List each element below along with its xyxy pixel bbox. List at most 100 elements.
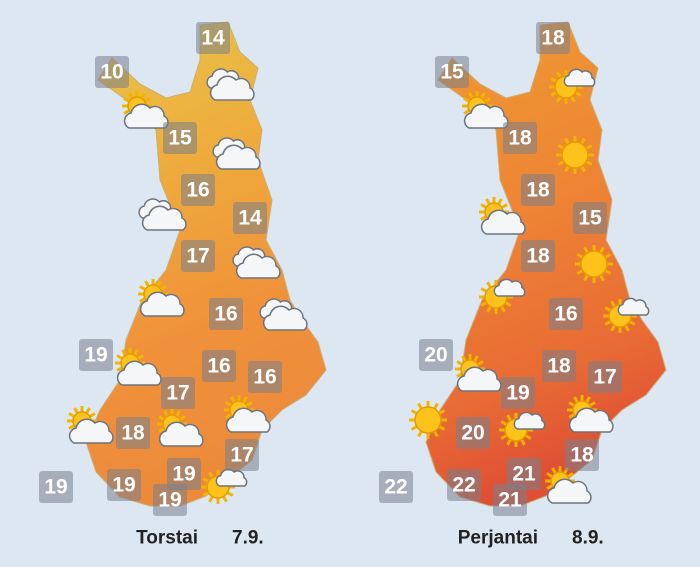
day-name: Perjantai: [458, 528, 538, 549]
sun-ray: [417, 430, 423, 438]
sun-ray: [589, 401, 596, 407]
weather-icon: [122, 91, 169, 129]
temperature-box: [536, 22, 570, 54]
sun-ray: [477, 360, 484, 366]
cloud: [568, 407, 614, 433]
temperature-box: [588, 361, 622, 393]
sun-ray: [497, 198, 503, 205]
sun-ray: [500, 420, 508, 426]
sun-ray: [144, 280, 150, 287]
sun-ray: [85, 407, 91, 414]
sun-ray: [230, 396, 236, 403]
temperature: 18: [547, 355, 571, 378]
sun-ray: [500, 434, 508, 440]
sun-ray: [438, 425, 446, 431]
weather-icon: [409, 401, 447, 439]
sun-ray: [202, 491, 210, 497]
temperature: 14: [201, 27, 225, 50]
sun-ray: [438, 409, 446, 415]
sun-ray: [524, 434, 532, 440]
sun-ray: [585, 396, 591, 403]
sun-ray: [583, 246, 589, 254]
sun-ray: [610, 324, 616, 332]
map: 14 10 15 16 14 17 16 19 16 16 17 18 17 19 19 19 19 Torsta…: [39, 21, 327, 549]
sun-ray: [433, 402, 439, 410]
sun-ray: [480, 215, 487, 221]
sun-ray: [568, 413, 575, 419]
sun-ray: [68, 424, 75, 430]
temperature-box: [116, 417, 150, 449]
sun-ray: [144, 97, 151, 103]
sun-ray: [583, 274, 589, 282]
sun-ray: [573, 396, 579, 403]
sun-ray: [610, 300, 616, 308]
weather-icon: [157, 409, 204, 447]
temperature: 20: [424, 344, 447, 367]
sun-ray: [242, 396, 248, 403]
cloud: [463, 103, 509, 129]
temperature: 17: [230, 444, 253, 467]
temperature-box: [181, 240, 215, 272]
sun-ray: [480, 92, 486, 99]
temperature: 20: [461, 422, 484, 445]
sun-ray: [461, 355, 467, 362]
sun: [414, 406, 442, 434]
temperature: 18: [508, 127, 532, 150]
temperature-box: [39, 471, 73, 503]
temperature-box: [202, 350, 236, 382]
temperature-box: [163, 122, 197, 154]
temperature: 15: [168, 127, 192, 150]
sun-ray: [486, 281, 492, 289]
sun-ray: [574, 91, 582, 97]
sun-ray: [556, 71, 562, 79]
sun-ray: [473, 355, 479, 362]
sun-ray: [160, 285, 167, 291]
sun-ray: [225, 413, 232, 419]
temperature-box: [521, 240, 555, 272]
sun-ray: [116, 366, 123, 372]
cloud: [141, 205, 187, 231]
cloud: [235, 253, 281, 279]
weather-icon: [545, 466, 592, 504]
sun-ray: [456, 372, 463, 378]
sun-ray: [89, 412, 96, 418]
cloud: [215, 144, 261, 170]
cloud: [116, 360, 162, 386]
sun-ray: [546, 472, 553, 478]
weather-icon: [455, 354, 502, 392]
temperature-box: [456, 417, 490, 449]
sun-ray: [557, 144, 565, 150]
sun-ray: [116, 354, 123, 360]
sun-ray: [463, 97, 470, 103]
temperature-box: [196, 22, 230, 54]
cloud: [139, 291, 185, 317]
temperature: 18: [526, 245, 550, 268]
sun-ray: [576, 253, 584, 259]
sun-ray: [604, 306, 612, 312]
sun-ray: [480, 301, 488, 307]
sun-ray: [139, 285, 146, 291]
sun-ray: [585, 160, 593, 166]
temperature: 19: [172, 463, 195, 486]
sun-ray: [139, 297, 146, 303]
temperature: 10: [100, 61, 123, 84]
sun-ray: [599, 274, 605, 282]
temperature: 19: [506, 382, 529, 405]
sun-ray: [456, 360, 463, 366]
cloud: [563, 68, 596, 87]
sun-ray: [504, 301, 512, 307]
temperature: 16: [207, 355, 230, 378]
cloud: [513, 411, 546, 430]
temperature-box: [565, 439, 599, 471]
temperature-box: [248, 361, 282, 393]
temperature: 15: [578, 207, 602, 230]
sun-ray: [506, 414, 512, 422]
sun-ray: [463, 109, 470, 115]
temperature-box: [167, 458, 201, 490]
weather-icon: [462, 91, 509, 129]
temperature-box: [501, 377, 535, 409]
weather-icon: [201, 468, 248, 504]
temperature-box: [95, 56, 129, 88]
cloud: [123, 103, 169, 129]
